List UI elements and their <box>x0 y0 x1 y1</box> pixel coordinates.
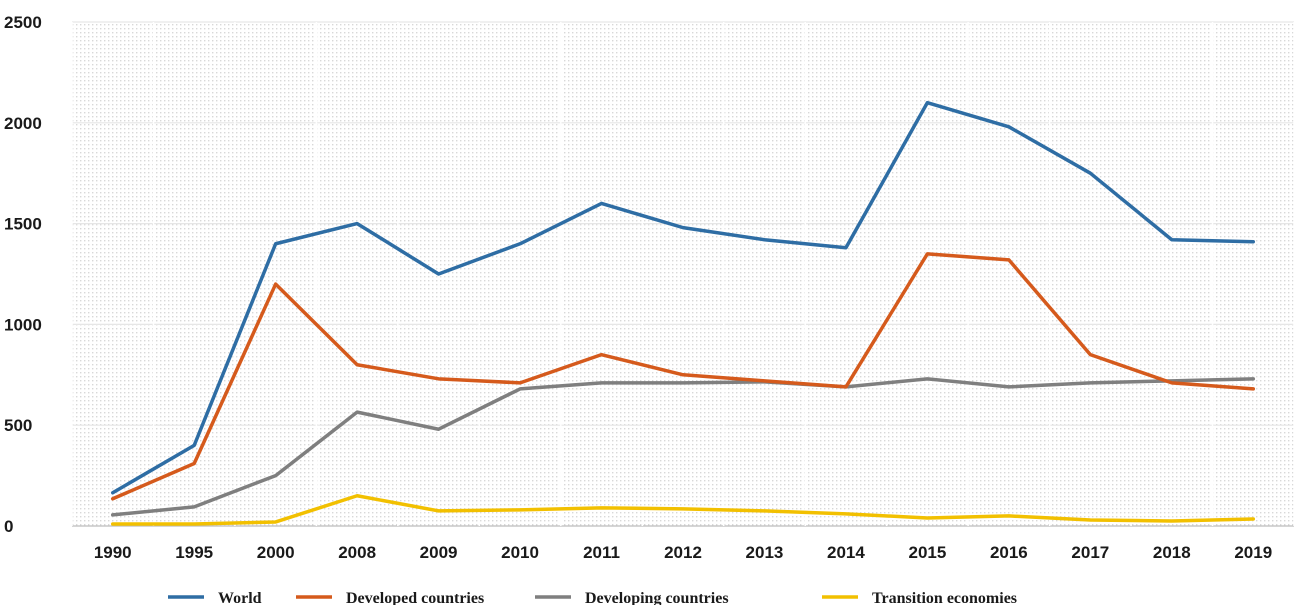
x-tick-label: 2018 <box>1153 543 1191 562</box>
series-lines <box>110 100 1256 526</box>
legend-label: Transition economies <box>872 590 1017 605</box>
x-tick-label: 1995 <box>175 543 213 562</box>
x-tick-label: 2009 <box>420 543 458 562</box>
legend-label: Developed countries <box>346 590 484 605</box>
x-tick-label: 2013 <box>746 543 784 562</box>
legend-label: Developing countries <box>585 590 729 605</box>
series-line-world <box>110 100 1256 495</box>
legend-label: World <box>218 590 262 605</box>
y-tick-label: 1000 <box>4 315 42 334</box>
x-tick-label: 2012 <box>664 543 702 562</box>
series-line-developed-countries <box>110 252 1256 501</box>
y-tick-label: 0 <box>4 517 13 536</box>
plot-area <box>72 22 1294 526</box>
series-line-transition-economies <box>110 494 1256 526</box>
x-tick-label: 2017 <box>1071 543 1109 562</box>
series-line-developing-countries <box>110 377 1256 517</box>
y-axis: 0 500 1000 1500 2000 2500 <box>4 13 42 536</box>
gridlines <box>71 21 1295 527</box>
x-tick-label: 2014 <box>827 543 865 562</box>
x-axis: 1990 1995 2000 2008 2009 2010 2011 2012 2013 2014… <box>94 543 1272 562</box>
x-tick-label: 2000 <box>257 543 295 562</box>
x-tick-label: 2019 <box>1234 543 1272 562</box>
legend: World Developed countries Developing count… <box>168 590 1017 605</box>
x-tick-label: 2011 <box>583 543 620 562</box>
x-tick-label: 1990 <box>94 543 132 562</box>
x-tick-label: 2015 <box>908 543 946 562</box>
x-tick-label: 2016 <box>990 543 1028 562</box>
y-tick-label: 2500 <box>4 13 42 32</box>
x-tick-label: 2008 <box>338 543 376 562</box>
y-tick-label: 2000 <box>4 114 42 133</box>
y-tick-label: 500 <box>4 416 32 435</box>
x-tick-label: 2010 <box>501 543 539 562</box>
y-tick-label: 1500 <box>4 215 42 234</box>
